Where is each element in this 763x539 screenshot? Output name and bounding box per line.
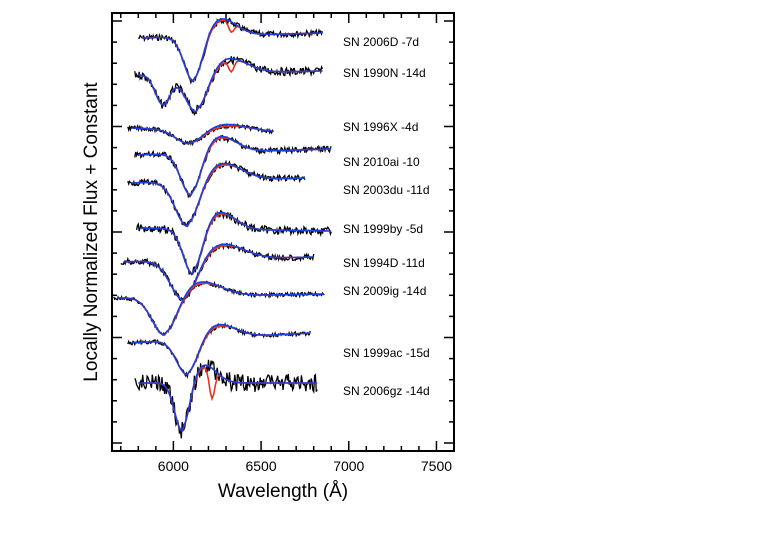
- spectrum-label: SN 2003du -11d: [343, 183, 430, 197]
- spectrum-label: SN 1994D -11d: [343, 256, 425, 270]
- y-axis-title: Locally Normalized Flux + Constant: [81, 82, 102, 382]
- x-tick-labels: 6000 6500 7000 7500: [158, 458, 452, 474]
- spectrum-label: SN 2010ai -10: [343, 155, 420, 169]
- spectrum-group: [138, 16, 324, 85]
- model-blue-line: [131, 323, 311, 376]
- spectrum-group: [127, 122, 274, 147]
- spectrum-group: [120, 241, 315, 305]
- model-red-line: [120, 282, 319, 336]
- x-tick-label: 7500: [421, 458, 452, 474]
- spectrum-label: SN 2006gz -14d: [343, 384, 430, 398]
- observed-spectrum-line: [120, 241, 315, 305]
- x-tick-label: 7000: [333, 458, 364, 474]
- spectra-layer: [113, 16, 332, 439]
- observed-spectrum-line: [134, 134, 332, 199]
- spectrum-label: SN 1990N -14d: [343, 66, 426, 80]
- spectrum-label: SN 1999by -5d: [343, 222, 423, 236]
- model-blue-line: [124, 243, 314, 302]
- spectrum-label: SN 2006D -7d: [343, 35, 419, 49]
- model-blue-line: [138, 135, 332, 197]
- axis-ticks: [112, 13, 454, 451]
- model-red-line: [134, 163, 300, 228]
- x-axis-title: Wavelength (Å): [218, 481, 348, 502]
- model-blue-line: [141, 18, 323, 83]
- spectrum-labels: SN 2006D -7d SN 1990N -14d SN 1996X -4d SN …: [343, 35, 430, 398]
- spectrum-label: SN 1999ac -15d: [343, 346, 430, 360]
- spectrum-group: [134, 359, 318, 439]
- spectrum-group: [113, 280, 325, 337]
- spectrum-label: SN 1996X -4d: [343, 120, 418, 134]
- observed-spectrum-line: [127, 321, 311, 380]
- model-red-line: [127, 244, 309, 302]
- observed-spectrum-line: [138, 16, 324, 85]
- model-blue-line: [131, 123, 274, 145]
- spectrum-label: SN 2009ig -14d: [343, 284, 426, 298]
- model-blue-line: [117, 281, 325, 336]
- spectrum-group: [135, 209, 332, 276]
- model-blue-line: [131, 162, 305, 228]
- spectrum-group: [127, 321, 311, 380]
- model-blue-line: [138, 57, 323, 113]
- x-tick-label: 6500: [245, 458, 276, 474]
- model-blue-line: [140, 211, 332, 275]
- spectrum-group: [134, 134, 332, 199]
- spectrum-group: [134, 56, 324, 117]
- observed-spectrum-line: [135, 209, 332, 276]
- model-blue-line: [138, 364, 318, 433]
- x-tick-label: 6000: [158, 458, 189, 474]
- spectrum-group: [127, 159, 306, 228]
- observed-spectrum-line: [134, 359, 318, 439]
